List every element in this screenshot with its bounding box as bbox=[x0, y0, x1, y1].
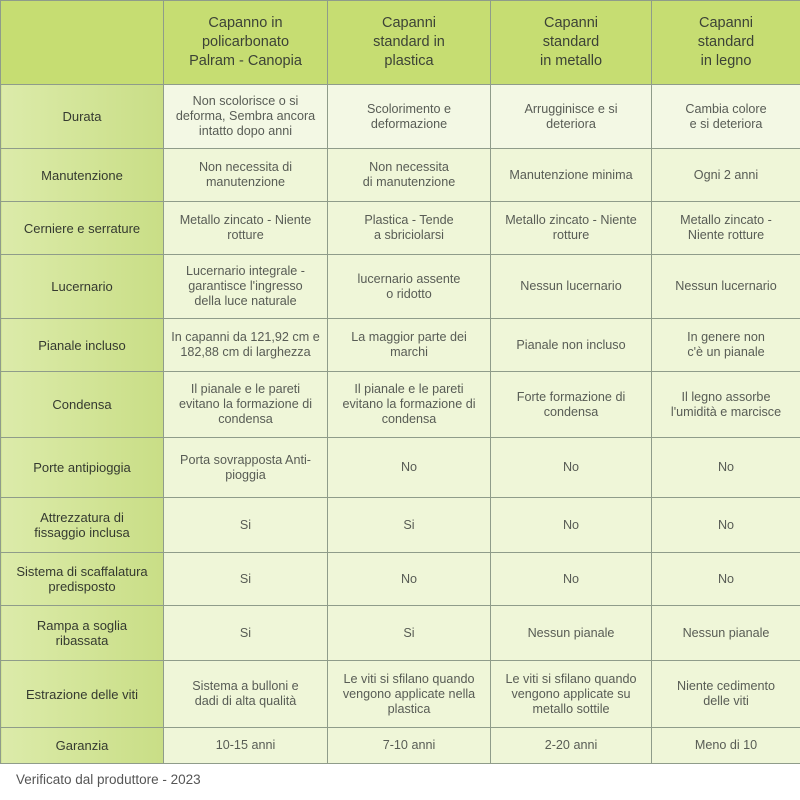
table-cell: 10-15 anni bbox=[163, 727, 328, 764]
table-cell: Sistema a bulloni e dadi di alta qualità bbox=[163, 660, 328, 728]
table-cell: No bbox=[490, 552, 652, 606]
table-cell: In capanni da 121,92 cm e 182,88 cm di la… bbox=[163, 318, 328, 372]
table-cell: Il pianale e le pareti evitano la formazi… bbox=[163, 371, 328, 438]
table-cell: Metallo zincato - Niente rotture bbox=[490, 201, 652, 255]
column-header: Capanni standard in plastica bbox=[327, 0, 491, 85]
table-row: Pianale incluso In capanni da 121,92 cm e… bbox=[0, 318, 800, 372]
table-row: Manutenzione Non necessita di manutenzione… bbox=[0, 148, 800, 202]
table-cell: Porta sovrapposta Anti-pioggia bbox=[163, 437, 328, 498]
table-cell: Manutenzione minima bbox=[490, 148, 652, 202]
row-label: Lucernario bbox=[0, 254, 164, 319]
table-cell: No bbox=[327, 552, 491, 606]
table-row: Durata Non scolorisce o si deforma, Sembra… bbox=[0, 84, 800, 149]
row-label: Sistema di scaffalatura predisposto bbox=[0, 552, 164, 606]
table-cell: In genere non c'è un pianale bbox=[651, 318, 800, 372]
table-cell: No bbox=[651, 437, 800, 498]
column-header: Capanni standard in legno bbox=[651, 0, 800, 85]
table-row: Cerniere e serrature Metallo zincato - Ni… bbox=[0, 201, 800, 255]
table-row: Estrazione delle viti Sistema a bulloni e… bbox=[0, 660, 800, 728]
row-label: Garanzia bbox=[0, 727, 164, 764]
table-cell: Nessun pianale bbox=[490, 605, 652, 661]
header-corner bbox=[0, 0, 164, 85]
table-row: Rampa a soglia ribassata Si Si Nessun pianal… bbox=[0, 605, 800, 661]
table-cell: Cambia colore e si deteriora bbox=[651, 84, 800, 149]
table-cell: Non necessita di manutenzione bbox=[163, 148, 328, 202]
table-cell: Pianale non incluso bbox=[490, 318, 652, 372]
table-cell: Lucernario integrale - garantisce l'ingre… bbox=[163, 254, 328, 319]
table-row: Garanzia 10-15 anni 7-10 anni 2-20 anni Meno… bbox=[0, 727, 800, 764]
comparison-table: Capanno in policarbonato Palram - Canopia C… bbox=[0, 0, 800, 764]
table-cell: Non necessita di manutenzione bbox=[327, 148, 491, 202]
table-cell: No bbox=[651, 497, 800, 553]
table-cell: Le viti si sfilano quando vengono applica… bbox=[327, 660, 491, 728]
footer-note: Verificato dal produttore - 2023 bbox=[16, 772, 201, 787]
table-cell: Plastica - Tende a sbriciolarsi bbox=[327, 201, 491, 255]
table-cell: No bbox=[490, 437, 652, 498]
column-header: Capanno in policarbonato Palram - Canopia bbox=[163, 0, 328, 85]
table-cell: La maggior parte dei marchi bbox=[327, 318, 491, 372]
table-cell: Nessun lucernario bbox=[490, 254, 652, 319]
table-cell: Metallo zincato - Niente rotture bbox=[651, 201, 800, 255]
row-label: Durata bbox=[0, 84, 164, 149]
table-cell: Si bbox=[327, 497, 491, 553]
table-row: Lucernario Lucernario integrale - garantis… bbox=[0, 254, 800, 319]
table-cell: Il legno assorbe l'umidità e marcisce bbox=[651, 371, 800, 438]
row-label: Estrazione delle viti bbox=[0, 660, 164, 728]
table-row: Porte antipioggia Porta sovrapposta Anti-… bbox=[0, 437, 800, 498]
table-cell: 7-10 anni bbox=[327, 727, 491, 764]
table-row: Attrezzatura di fissaggio inclusa Si Si No No bbox=[0, 497, 800, 553]
table-cell: Nessun pianale bbox=[651, 605, 800, 661]
table-row: Sistema di scaffalatura predisposto Si No No… bbox=[0, 552, 800, 606]
table-cell: Si bbox=[163, 605, 328, 661]
table-cell: 2-20 anni bbox=[490, 727, 652, 764]
table-cell: Le viti si sfilano quando vengono applica… bbox=[490, 660, 652, 728]
table-cell: Si bbox=[163, 552, 328, 606]
table-cell: Scolorimento e deformazione bbox=[327, 84, 491, 149]
table-cell: No bbox=[490, 497, 652, 553]
table-cell: Il pianale e le pareti evitano la formazi… bbox=[327, 371, 491, 438]
table-cell: lucernario assente o ridotto bbox=[327, 254, 491, 319]
table-cell: No bbox=[327, 437, 491, 498]
table-cell: Nessun lucernario bbox=[651, 254, 800, 319]
table-cell: Non scolorisce o si deforma, Sembra ancor… bbox=[163, 84, 328, 149]
table-cell: Forte formazione di condensa bbox=[490, 371, 652, 438]
row-label: Pianale incluso bbox=[0, 318, 164, 372]
row-label: Porte antipioggia bbox=[0, 437, 164, 498]
header-row: Capanno in policarbonato Palram - Canopia C… bbox=[0, 0, 800, 85]
table-cell: Meno di 10 bbox=[651, 727, 800, 764]
table-cell: Ogni 2 anni bbox=[651, 148, 800, 202]
row-label: Attrezzatura di fissaggio inclusa bbox=[0, 497, 164, 553]
table-cell: No bbox=[651, 552, 800, 606]
table-cell: Metallo zincato - Niente rotture bbox=[163, 201, 328, 255]
row-label: Condensa bbox=[0, 371, 164, 438]
table-cell: Arrugginisce e si deteriora bbox=[490, 84, 652, 149]
table-cell: Niente cedimento delle viti bbox=[651, 660, 800, 728]
row-label: Manutenzione bbox=[0, 148, 164, 202]
table-cell: Si bbox=[163, 497, 328, 553]
row-label: Cerniere e serrature bbox=[0, 201, 164, 255]
column-header: Capanni standard in metallo bbox=[490, 0, 652, 85]
row-label: Rampa a soglia ribassata bbox=[0, 605, 164, 661]
table-row: Condensa Il pianale e le pareti evitano la… bbox=[0, 371, 800, 438]
table-cell: Si bbox=[327, 605, 491, 661]
